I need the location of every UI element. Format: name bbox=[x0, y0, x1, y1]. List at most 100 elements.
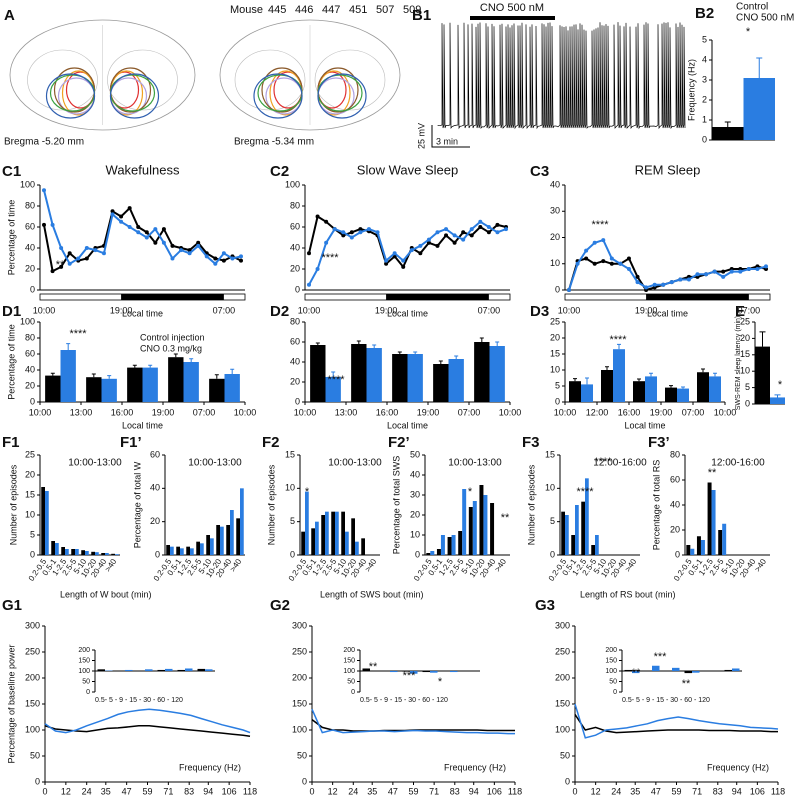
x-tick-label: >40 bbox=[363, 557, 378, 574]
bar bbox=[436, 549, 441, 555]
bar bbox=[145, 669, 153, 671]
bar bbox=[190, 548, 194, 555]
bar bbox=[51, 541, 55, 555]
point bbox=[392, 251, 397, 256]
significance: **** bbox=[591, 219, 609, 231]
x-axis-text: 0.5- 5 - 9 - 15 - 30 - 60 - 120 bbox=[622, 697, 710, 704]
point bbox=[384, 258, 389, 263]
significance: ** bbox=[501, 512, 510, 524]
y-tick-label: 10 bbox=[410, 529, 420, 539]
point bbox=[738, 269, 743, 274]
bar bbox=[351, 518, 355, 555]
point bbox=[755, 267, 760, 271]
y-tick-label: 10 bbox=[740, 366, 750, 376]
point bbox=[418, 251, 423, 256]
point bbox=[686, 277, 691, 282]
y-tick-label: 80 bbox=[670, 449, 680, 459]
x-tick-label: 12 bbox=[61, 786, 71, 796]
y-tick-label: 40 bbox=[670, 499, 680, 509]
y-tick-label: 300 bbox=[555, 620, 570, 630]
point bbox=[187, 248, 192, 253]
y-tick-label: 100 bbox=[555, 724, 570, 734]
significance: ** bbox=[708, 467, 717, 479]
mouse-id: 447 bbox=[322, 4, 340, 16]
point bbox=[461, 230, 466, 235]
significance: * bbox=[778, 379, 783, 391]
x-tick-label: 0 bbox=[309, 786, 314, 796]
point bbox=[119, 219, 124, 224]
y-tick-label: 0 bbox=[565, 776, 570, 786]
point bbox=[324, 240, 329, 245]
y-tick-label: 15 bbox=[285, 449, 295, 459]
bregma-label: Bregma -5.20 mm bbox=[4, 137, 84, 148]
error-bar bbox=[413, 351, 418, 354]
y-tick-label: 0 bbox=[675, 549, 680, 559]
bar bbox=[205, 669, 213, 671]
bar bbox=[665, 387, 677, 402]
point bbox=[661, 282, 666, 287]
bar bbox=[451, 535, 456, 555]
error-bar bbox=[372, 344, 377, 348]
x-tick-label: 10:00 bbox=[558, 305, 581, 315]
y-tick-label: 0 bbox=[295, 284, 300, 294]
chart-title: 10:00-13:00 bbox=[68, 458, 122, 469]
point bbox=[426, 237, 431, 242]
bar bbox=[41, 487, 45, 555]
point bbox=[618, 261, 623, 266]
point bbox=[341, 233, 346, 238]
bar bbox=[692, 671, 700, 673]
bar bbox=[165, 668, 173, 671]
point bbox=[315, 267, 320, 271]
bar bbox=[652, 665, 660, 671]
bar bbox=[743, 78, 775, 140]
point bbox=[461, 237, 466, 242]
x-tick-label: 94 bbox=[203, 786, 213, 796]
error-bar bbox=[479, 337, 484, 342]
significance: * bbox=[468, 486, 473, 498]
bar bbox=[331, 511, 335, 555]
y-tick-label: 100 bbox=[292, 724, 307, 734]
x-tick-label: 12 bbox=[591, 786, 601, 796]
panel-label: C1 bbox=[2, 163, 21, 180]
point bbox=[324, 219, 329, 224]
bar bbox=[450, 671, 458, 673]
bar bbox=[426, 553, 431, 555]
bar bbox=[142, 367, 158, 402]
bar bbox=[585, 478, 589, 555]
panel-label: G1 bbox=[2, 597, 22, 614]
x-tick-label: 118 bbox=[508, 786, 522, 796]
x-tick-label: 07:00 bbox=[193, 407, 216, 417]
bar bbox=[111, 553, 115, 555]
significance: **** bbox=[321, 252, 339, 264]
panel-label: F1 bbox=[2, 434, 20, 451]
y-axis-label: Number of episodes bbox=[266, 464, 276, 545]
brain-outline bbox=[27, 49, 98, 111]
bar bbox=[565, 515, 569, 555]
point bbox=[230, 256, 235, 261]
point bbox=[469, 227, 474, 232]
x-axis-label: Frequency (Hz) bbox=[179, 762, 241, 772]
chart-title: 12:00-16:00 bbox=[593, 458, 647, 469]
panel-label: F2 bbox=[262, 434, 280, 451]
point bbox=[384, 261, 389, 266]
bar bbox=[690, 548, 695, 555]
bar bbox=[310, 345, 326, 402]
x-tick-label: 12 bbox=[328, 786, 338, 796]
y-tick-label: 60 bbox=[290, 221, 300, 231]
y-tick-label: 50 bbox=[347, 678, 355, 685]
point bbox=[127, 225, 132, 229]
x-tick-label: 19:00 bbox=[152, 407, 175, 417]
panel-label: D1 bbox=[2, 303, 21, 320]
y-tick-label: 10 bbox=[25, 509, 35, 519]
bar bbox=[430, 551, 435, 555]
point bbox=[170, 243, 175, 248]
x-tick-label: 59 bbox=[142, 786, 152, 796]
point bbox=[213, 256, 218, 261]
y-tick-label: 25 bbox=[25, 449, 35, 459]
x-tick-label: 12:00 bbox=[586, 407, 609, 417]
bar bbox=[206, 535, 210, 555]
error-bar bbox=[617, 343, 621, 350]
x-tick-label: 07:00 bbox=[478, 305, 501, 315]
bar bbox=[561, 511, 565, 555]
